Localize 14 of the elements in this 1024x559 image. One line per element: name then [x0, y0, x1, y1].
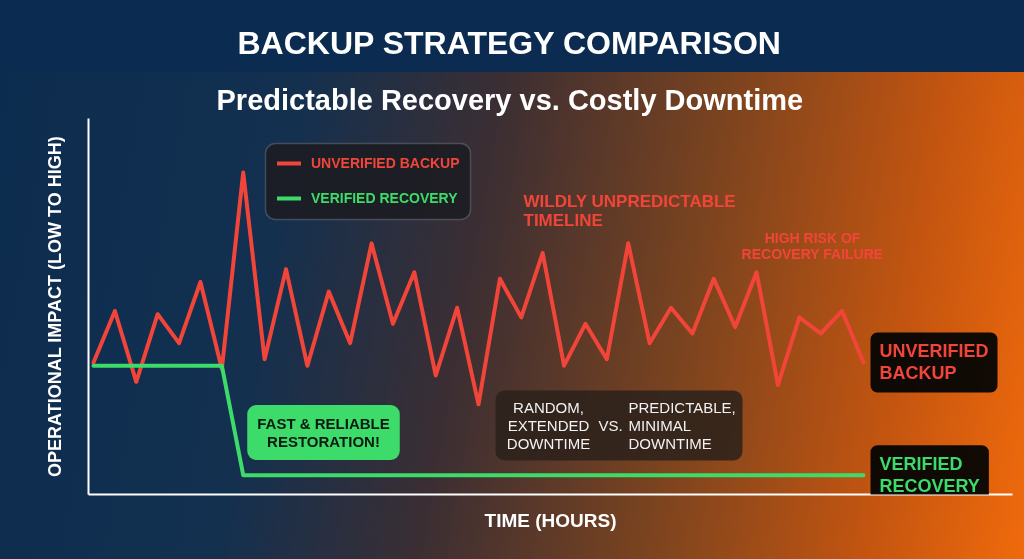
annotation: RANDOM, EXTENDED DOWNTIME	[506, 399, 591, 452]
annotation: PREDICTABLE, MINIMAL DOWNTIME	[628, 399, 736, 452]
chart-subtitle: Predictable Recovery vs. Costly Downtime	[216, 83, 804, 116]
annotation: VS.	[598, 417, 623, 434]
chart-title: BACKUP STRATEGY COMPARISON	[237, 24, 781, 61]
text: UNVERIFIED BACKUP	[879, 341, 989, 384]
x-axis-title: TIME (HOURS)	[484, 509, 617, 531]
y-axis-title: OPERATIONAL IMPACT (LOW TO HIGH)	[44, 136, 65, 477]
legend-label: VERIFIED RECOVERY	[311, 189, 458, 207]
annotation: WILDLY UNPREDICTABLE TIMELINE	[523, 191, 736, 231]
text: VERIFIED RECOVERY	[879, 454, 980, 497]
annotation: HIGH RISK OF RECOVERY FAILURE	[741, 229, 884, 263]
annotation: FAST & RELIABLE RESTORATION!	[257, 415, 390, 450]
legend-label: UNVERIFIED BACKUP	[311, 154, 460, 172]
